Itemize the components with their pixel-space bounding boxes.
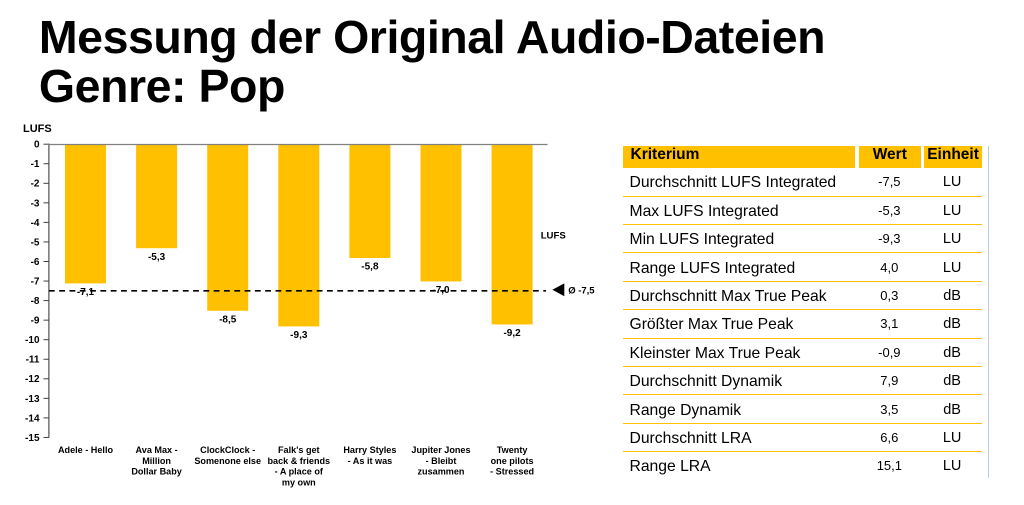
svg-text:Ava Max -: Ava Max -	[136, 445, 178, 455]
svg-text:-5,3: -5,3	[148, 252, 166, 263]
svg-text:-5,8: -5,8	[361, 262, 379, 273]
svg-text:-3: -3	[31, 198, 40, 209]
svg-text:-7: -7	[31, 276, 40, 287]
svg-text:- Stressed: - Stressed	[490, 467, 534, 477]
svg-text:- Bleibt: - Bleibt	[426, 456, 457, 466]
svg-text:-13: -13	[25, 394, 40, 405]
svg-text:Somenone else: Somenone else	[194, 456, 261, 466]
svg-text:-12: -12	[25, 374, 40, 385]
svg-text:-9,2: -9,2	[503, 328, 521, 339]
svg-text:Dollar Baby: Dollar Baby	[131, 467, 182, 477]
svg-text:zusammen: zusammen	[417, 467, 464, 477]
svg-text:-11: -11	[26, 355, 40, 366]
svg-text:-1: -1	[31, 159, 40, 170]
svg-text:my own: my own	[282, 477, 316, 487]
svg-text:Ø -7,5: Ø -7,5	[568, 286, 595, 297]
svg-text:-5: -5	[31, 237, 40, 248]
svg-text:-9,3: -9,3	[290, 330, 308, 341]
svg-text:ClockClock -: ClockClock -	[200, 445, 255, 455]
svg-text:- A place of: - A place of	[275, 467, 324, 477]
svg-text:Falk's get: Falk's get	[278, 445, 320, 455]
svg-text:-9: -9	[31, 316, 40, 327]
svg-text:-6: -6	[31, 257, 40, 268]
svg-text:-7,1: -7,1	[77, 287, 95, 298]
svg-text:Adele - Hello: Adele - Hello	[58, 445, 114, 455]
svg-text:-10: -10	[25, 335, 40, 346]
svg-text:back & friends: back & friends	[267, 456, 330, 466]
svg-text:one pilots: one pilots	[491, 456, 534, 466]
svg-text:-15: -15	[25, 433, 40, 444]
svg-text:Twenty: Twenty	[497, 445, 529, 455]
svg-text:-8: -8	[31, 296, 40, 307]
svg-text:-2: -2	[31, 179, 40, 190]
svg-text:- As it was: - As it was	[348, 456, 393, 466]
svg-text:-14: -14	[25, 413, 40, 424]
svg-text:LUFS: LUFS	[541, 230, 567, 241]
svg-text:Jupiter Jones: Jupiter Jones	[411, 445, 470, 455]
svg-text:-4: -4	[31, 218, 40, 229]
svg-text:0: 0	[34, 140, 40, 151]
svg-text:Harry Styles: Harry Styles	[343, 445, 396, 455]
svg-text:-8,5: -8,5	[219, 314, 237, 325]
svg-text:Million: Million	[142, 456, 171, 466]
svg-text:LUFS: LUFS	[23, 123, 52, 135]
